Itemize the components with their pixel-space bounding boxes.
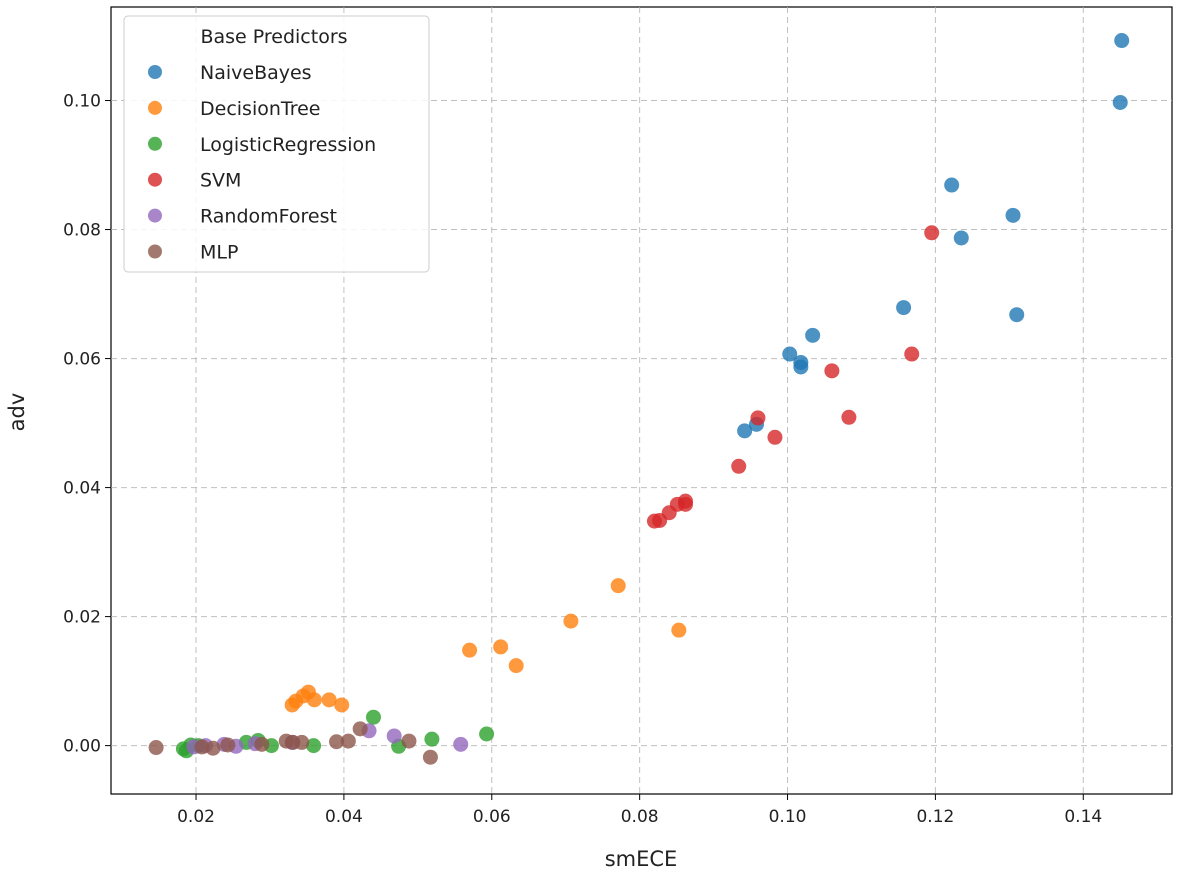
data-point <box>750 410 766 426</box>
data-point <box>284 697 300 713</box>
data-point <box>148 740 164 756</box>
data-point <box>671 622 687 638</box>
data-point <box>1009 307 1025 323</box>
data-point <box>321 692 337 708</box>
x-axis-label: smECE <box>605 847 678 871</box>
y-axis-ticks: 0.00 0.02 0.04 0.06 0.08 0.10 <box>63 92 111 757</box>
data-point <box>386 728 402 744</box>
y-tick-label: 0.10 <box>63 92 101 112</box>
data-point <box>479 726 495 742</box>
data-point <box>401 733 417 749</box>
data-point <box>493 639 509 655</box>
data-point <box>1005 207 1021 223</box>
data-point <box>563 613 579 629</box>
data-point <box>194 739 210 755</box>
legend-label: SVM <box>200 170 241 192</box>
data-point <box>610 578 626 594</box>
data-point <box>793 359 809 375</box>
data-point <box>924 225 940 241</box>
x-tick-label: 0.14 <box>1064 807 1102 827</box>
legend-marker <box>148 100 162 115</box>
legend-label: MLP <box>200 242 238 264</box>
data-point <box>329 734 345 750</box>
data-point <box>306 692 322 708</box>
series-svm <box>646 225 940 529</box>
x-axis-ticks: 0.02 0.04 0.06 0.08 0.10 0.12 0.14 <box>177 794 1102 827</box>
data-point <box>508 658 524 674</box>
data-point <box>220 737 236 753</box>
data-point <box>1114 33 1130 49</box>
data-point <box>805 327 821 343</box>
legend-marker <box>148 172 162 187</box>
data-point <box>205 740 221 756</box>
x-tick-label: 0.10 <box>769 807 807 827</box>
legend-box <box>123 15 430 273</box>
y-tick-label: 0.04 <box>63 479 101 499</box>
y-tick-label: 0.08 <box>63 221 101 241</box>
data-point <box>462 642 478 658</box>
data-point <box>944 177 960 193</box>
data-point <box>340 733 356 749</box>
legend-title: Base Predictors <box>200 26 347 48</box>
data-point <box>334 697 350 713</box>
series-mlp <box>148 721 438 765</box>
data-point <box>646 513 662 529</box>
data-point <box>904 346 920 362</box>
x-tick-label: 0.08 <box>621 807 659 827</box>
series-decisiontree <box>284 578 687 713</box>
x-tick-label: 0.06 <box>473 807 511 827</box>
data-point <box>453 736 469 752</box>
series-naivebayes <box>737 33 1130 439</box>
data-point <box>731 458 747 474</box>
data-point <box>422 749 438 765</box>
data-point <box>365 709 381 725</box>
data-point <box>737 423 753 439</box>
legend-label: DecisionTree <box>200 98 320 120</box>
data-point <box>782 346 798 362</box>
x-tick-label: 0.04 <box>325 807 363 827</box>
data-point <box>767 429 783 445</box>
legend-marker <box>148 65 162 79</box>
data-point <box>254 736 270 752</box>
data-point <box>1112 94 1128 110</box>
x-tick-label: 0.12 <box>916 807 954 827</box>
legend-marker <box>148 244 162 259</box>
y-tick-label: 0.00 <box>63 737 101 757</box>
y-axis-label: adv <box>5 393 29 432</box>
data-point <box>824 363 840 379</box>
data-points <box>148 33 1130 765</box>
legend-label: NaiveBayes <box>200 62 312 84</box>
legend-marker <box>148 208 162 223</box>
legend-marker <box>148 136 162 151</box>
legend: Base Predictors NaiveBayes DecisionTree Lo… <box>123 15 430 273</box>
data-point <box>306 738 322 754</box>
data-point <box>424 731 440 747</box>
data-point <box>953 230 969 246</box>
data-point <box>294 734 310 750</box>
legend-label: RandomForest <box>200 206 337 228</box>
data-point <box>841 409 857 425</box>
legend-label: LogisticRegression <box>200 134 376 156</box>
y-tick-label: 0.06 <box>63 350 101 370</box>
y-tick-label: 0.02 <box>63 608 101 628</box>
data-point <box>352 721 368 737</box>
data-point <box>896 300 912 316</box>
x-tick-label: 0.02 <box>177 807 215 827</box>
